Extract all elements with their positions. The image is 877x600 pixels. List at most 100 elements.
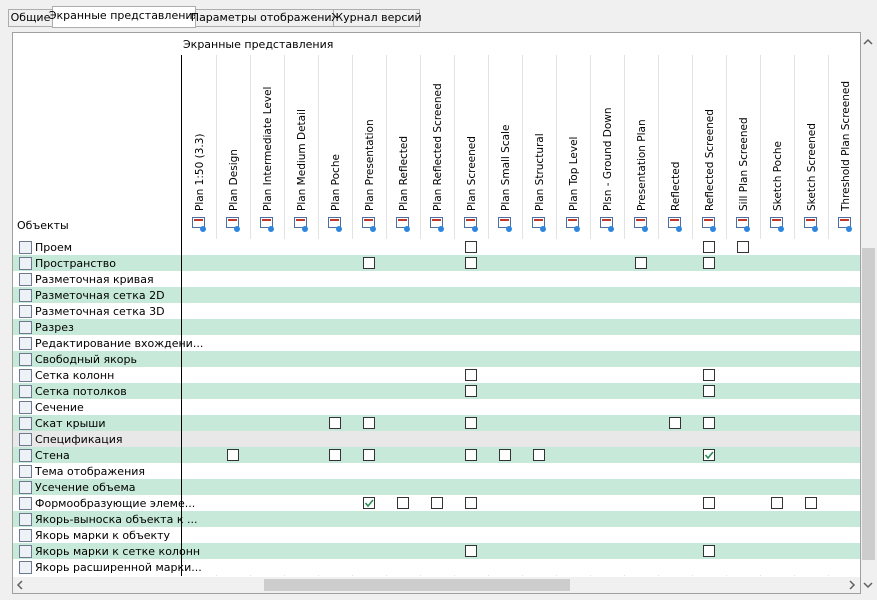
column-header[interactable]: Plan Presentation <box>364 119 376 211</box>
row[interactable] <box>13 479 860 495</box>
tab-label: Параметры отображения <box>191 11 338 24</box>
scroll-up[interactable] <box>863 38 873 45</box>
checkbox[interactable] <box>329 417 341 429</box>
column-header[interactable]: Plan Screened <box>466 136 478 211</box>
scroll-down[interactable] <box>863 582 873 589</box>
column-icon-bar <box>534 219 543 221</box>
checkbox[interactable] <box>703 369 715 381</box>
checkbox[interactable] <box>329 449 341 461</box>
row-label: Сетка потолков <box>35 385 127 398</box>
checkbox[interactable] <box>465 497 477 509</box>
v-scroll-thumb[interactable] <box>862 248 875 560</box>
row[interactable] <box>13 239 860 255</box>
checkbox[interactable] <box>533 449 545 461</box>
checkbox[interactable] <box>669 417 681 429</box>
checkbox[interactable] <box>465 449 477 461</box>
column-label: Plan Presentation <box>364 119 376 211</box>
checkbox[interactable] <box>397 497 409 509</box>
column-header[interactable]: Sketch Poche <box>772 141 784 211</box>
checkbox[interactable] <box>499 449 511 461</box>
row[interactable] <box>13 335 860 351</box>
h-scroll-thumb[interactable] <box>264 579 570 591</box>
scroll-left[interactable] <box>16 580 23 590</box>
row[interactable] <box>13 303 860 319</box>
scroll-right[interactable] <box>849 580 856 590</box>
row[interactable] <box>13 287 860 303</box>
row-icon <box>19 385 32 398</box>
row[interactable] <box>13 511 860 527</box>
column-icon-user <box>812 226 818 232</box>
row[interactable] <box>13 543 860 559</box>
row-label: Сечение <box>35 401 84 414</box>
checkbox[interactable] <box>363 417 375 429</box>
column-header[interactable]: Plan 1:50 (3.3) <box>194 134 206 211</box>
checkbox[interactable] <box>465 369 477 381</box>
checkbox[interactable] <box>363 257 375 269</box>
column-header[interactable]: Presentation Plan <box>636 119 648 211</box>
column-header[interactable]: Reflected Screened <box>704 109 716 211</box>
checkbox[interactable] <box>465 385 477 397</box>
row-icon <box>19 545 32 558</box>
column-icon <box>804 217 817 228</box>
row[interactable] <box>13 319 860 335</box>
checkbox[interactable] <box>703 385 715 397</box>
column-header[interactable]: Plan Small Scale <box>500 125 512 211</box>
column-icon-user <box>268 226 274 232</box>
row[interactable] <box>13 367 860 383</box>
row[interactable] <box>13 463 860 479</box>
checkbox[interactable] <box>703 241 715 253</box>
row[interactable] <box>13 255 860 271</box>
column-icon <box>260 217 273 228</box>
row[interactable] <box>13 351 860 367</box>
checkbox[interactable] <box>431 497 443 509</box>
column-header[interactable]: Reflected <box>670 162 682 211</box>
row[interactable] <box>13 399 860 415</box>
checkbox[interactable] <box>703 497 715 509</box>
row-label: Усечение объема <box>35 481 135 494</box>
column-header[interactable]: Sketch Screened <box>806 123 818 211</box>
column-header[interactable]: Plan Design <box>228 149 240 211</box>
checkbox[interactable] <box>465 257 477 269</box>
checkbox[interactable] <box>635 257 647 269</box>
column-header[interactable]: Plan Reflected Screened <box>432 83 444 211</box>
column-label: Sill Plan Screened <box>738 117 750 211</box>
column-header[interactable]: Plan Reflected <box>398 136 410 211</box>
checkbox[interactable] <box>465 241 477 253</box>
row[interactable] <box>13 527 860 543</box>
row[interactable] <box>13 271 860 287</box>
column-icon-user <box>608 226 614 232</box>
checkbox[interactable] <box>703 257 715 269</box>
column-icon-bar <box>772 219 781 221</box>
column-icon <box>838 217 851 228</box>
tab[interactable] <box>333 9 420 27</box>
row[interactable] <box>13 447 860 463</box>
row[interactable] <box>13 383 860 399</box>
column-header[interactable]: Threshold Plan Screened <box>840 81 852 212</box>
checkbox[interactable] <box>703 417 715 429</box>
column-icon <box>566 217 579 228</box>
checkbox[interactable] <box>737 241 749 253</box>
checkbox[interactable] <box>771 497 783 509</box>
column-header[interactable]: Sill Plan Screened <box>738 117 750 211</box>
column-header[interactable]: Plan Intermediate Level <box>262 87 274 211</box>
column-label: Plan Design <box>228 149 240 211</box>
checkbox[interactable] <box>703 545 715 557</box>
column-icon-bar <box>602 219 611 221</box>
checkbox[interactable] <box>805 497 817 509</box>
row[interactable] <box>13 415 860 431</box>
column-header[interactable]: Plan Structural <box>534 133 546 211</box>
column-header[interactable]: Plan Top Level <box>568 137 580 211</box>
checkbox[interactable] <box>703 449 715 461</box>
checkbox[interactable] <box>227 449 239 461</box>
column-header[interactable]: Plan Poche <box>330 154 342 211</box>
column-header[interactable]: Plsn - Ground Down <box>602 107 614 211</box>
row[interactable] <box>13 559 860 575</box>
checkbox[interactable] <box>363 497 375 509</box>
row-icon <box>19 433 32 446</box>
column-header[interactable]: Plan Medium Detail <box>296 109 308 211</box>
checkbox[interactable] <box>465 417 477 429</box>
row-header: Объекты <box>17 219 69 232</box>
row[interactable] <box>13 431 860 447</box>
checkbox[interactable] <box>465 545 477 557</box>
checkbox[interactable] <box>363 449 375 461</box>
